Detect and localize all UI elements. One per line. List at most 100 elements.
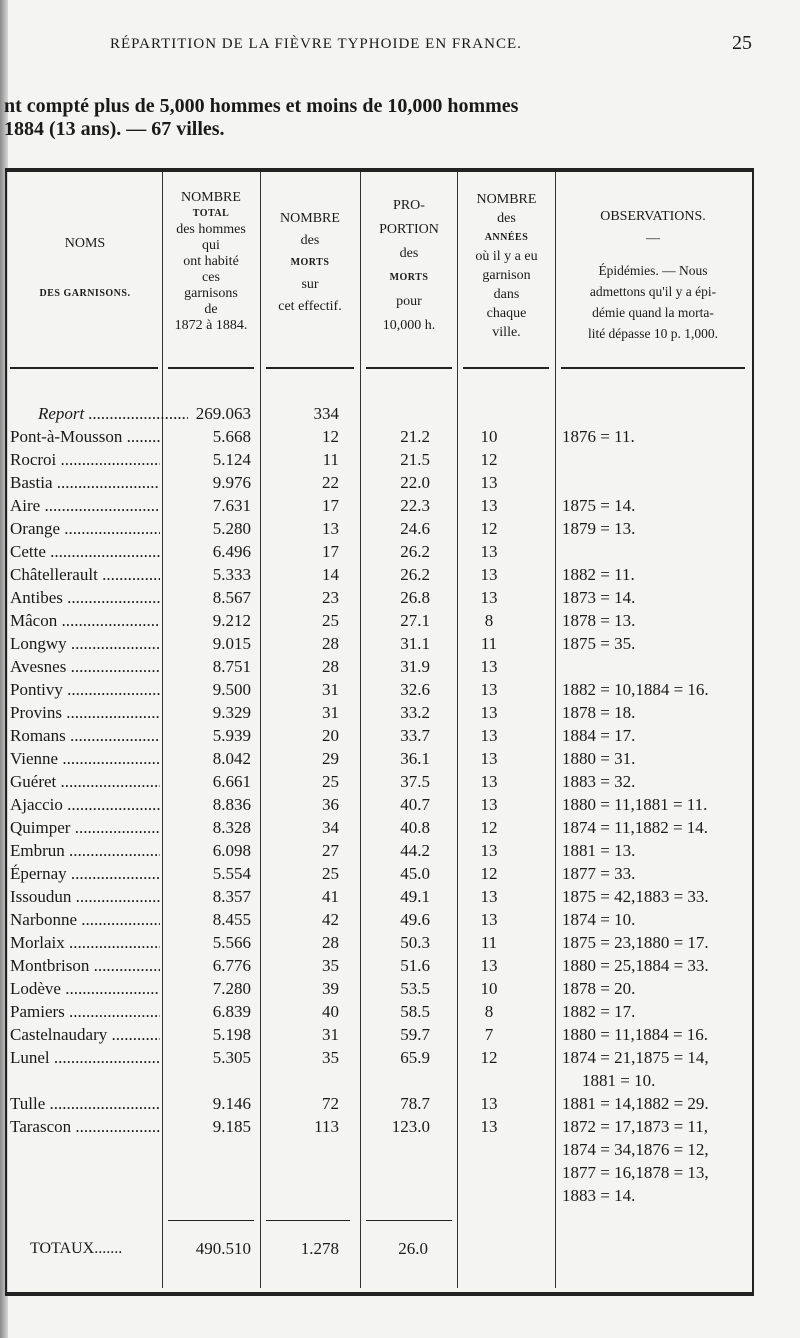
proportion: 37.5 xyxy=(400,772,430,791)
years: 11 xyxy=(480,933,498,952)
column-divider xyxy=(260,172,261,1288)
deaths: 40 xyxy=(322,1002,339,1021)
totals-rule xyxy=(168,1220,254,1221)
totals-rule xyxy=(366,1220,452,1221)
header-line: — xyxy=(646,231,660,246)
observation-line: 1878 = 13. xyxy=(562,611,636,630)
observation-line: 1874 = 34,1876 = 12, xyxy=(562,1140,709,1159)
header-line: 1872 à 1884. xyxy=(174,318,248,333)
years: 12 xyxy=(480,1048,498,1067)
observation-line: 1874 = 11,1882 = 14. xyxy=(562,818,709,837)
total-men: 5.305 xyxy=(212,1048,251,1067)
proportion: 58.5 xyxy=(400,1002,430,1021)
garrison-name: Antibes xyxy=(10,586,160,609)
header-line: NOMS xyxy=(64,236,106,251)
garrison-name: Ajaccio xyxy=(10,793,160,816)
observation-line: 1882 = 11. xyxy=(562,565,635,584)
header-proportion: PRO- PORTION des MORTS pour 10,000 h. xyxy=(361,194,457,338)
header-total: NOMBRE TOTAL des hommes qui ont habité ces gar… xyxy=(163,190,259,334)
garrison-name: Épernay xyxy=(10,862,160,885)
proportion: 53.5 xyxy=(400,979,430,998)
observation-line: 1880 = 25,1884 = 33. xyxy=(562,956,709,975)
total-men: 5.668 xyxy=(212,427,251,446)
years: 13 xyxy=(480,795,498,814)
proportion: 44.2 xyxy=(400,841,430,860)
page-number: 25 xyxy=(732,32,752,54)
deaths: 17 xyxy=(322,542,339,561)
garrison-name: Avesnes xyxy=(10,655,160,678)
years: 13 xyxy=(480,1117,498,1136)
header-line: garnison xyxy=(482,268,531,283)
proportion: 26.2 xyxy=(400,565,430,584)
total-men: 9.015 xyxy=(212,634,251,653)
observation-line: 1878 = 18. xyxy=(562,703,636,722)
header-line: MORTS xyxy=(389,272,429,283)
total-men: 8.836 xyxy=(212,795,251,814)
years: 12 xyxy=(480,519,498,538)
total-men: 9.146 xyxy=(212,1094,251,1113)
total-men: 5.333 xyxy=(212,565,251,584)
garrison-name: Longwy xyxy=(10,632,160,655)
total-men: 7.631 xyxy=(212,496,251,515)
deaths: 11 xyxy=(322,450,339,469)
total-men: 9.185 xyxy=(212,1117,251,1136)
years: 10 xyxy=(480,427,498,446)
observation-line: 1882 = 17. xyxy=(562,1002,636,1021)
proportion: 51.6 xyxy=(400,956,430,975)
header-line: admettons qu'il y a épi- xyxy=(589,284,717,299)
proportion: 26.8 xyxy=(400,588,430,607)
proportion: 49.1 xyxy=(400,887,430,906)
observation-line: 1879 = 13. xyxy=(562,519,636,538)
observation-line: 1876 = 11. xyxy=(562,427,635,446)
proportion: 31.9 xyxy=(400,657,430,676)
deaths: 25 xyxy=(322,772,339,791)
garrison-name: Cette xyxy=(10,540,160,563)
total-men: 6.098 xyxy=(212,841,251,860)
years: 13 xyxy=(480,542,498,561)
header-line: des xyxy=(497,211,516,226)
totals-total: 490.510 xyxy=(195,1239,251,1258)
garrison-name: Bastia xyxy=(10,471,160,494)
total-men: 5.280 xyxy=(212,519,251,538)
deaths: 113 xyxy=(314,1117,339,1136)
observation-line: 1877 = 16,1878 = 13, xyxy=(562,1163,709,1182)
column-divider xyxy=(360,172,361,1288)
deaths: 42 xyxy=(322,910,339,929)
header-rule xyxy=(366,367,452,369)
years: 13 xyxy=(480,657,498,676)
garrison-name: Aire xyxy=(10,494,160,517)
years: 8 xyxy=(484,1002,494,1021)
garrison-name: Mâcon xyxy=(10,609,160,632)
deaths: 25 xyxy=(322,864,339,883)
proportion: 26.2 xyxy=(400,542,430,561)
garrison-name: Vienne xyxy=(10,747,160,770)
proportion: 21.2 xyxy=(400,427,430,446)
years: 13 xyxy=(480,588,498,607)
total-men: 6.839 xyxy=(212,1002,251,1021)
years: 7 xyxy=(484,1025,494,1044)
header-rule xyxy=(10,367,158,369)
header-line: 10,000 h. xyxy=(382,318,436,333)
proportion: 50.3 xyxy=(400,933,430,952)
totals-rule xyxy=(266,1220,350,1221)
header-rule xyxy=(463,367,549,369)
garrison-name: Pont-à-Mousson xyxy=(10,425,160,448)
header-line: NOMBRE xyxy=(181,190,241,205)
observation-line: 1875 = 23,1880 = 17. xyxy=(562,933,709,952)
header-rule xyxy=(266,367,354,369)
years: 12 xyxy=(480,864,498,883)
garrison-name: Orange xyxy=(10,517,160,540)
column-divider xyxy=(555,172,556,1288)
garrison-name: Pamiers xyxy=(10,1000,160,1023)
proportion: 33.2 xyxy=(400,703,430,722)
garrison-name: Tarascon xyxy=(10,1115,160,1138)
proportion: 32.6 xyxy=(400,680,430,699)
observation-line: 1883 = 32. xyxy=(562,772,636,791)
total-men: 9.976 xyxy=(212,473,251,492)
header-line: Épidémies. — Nous xyxy=(598,263,708,278)
observation-line: 1881 = 10. xyxy=(582,1071,656,1090)
deaths: 31 xyxy=(322,703,339,722)
garrison-name: Narbonne xyxy=(10,908,160,931)
table-subtitle-line2: 1884 (13 ans). — 67 villes. xyxy=(4,118,225,140)
garrison-name: Tulle xyxy=(10,1092,160,1115)
